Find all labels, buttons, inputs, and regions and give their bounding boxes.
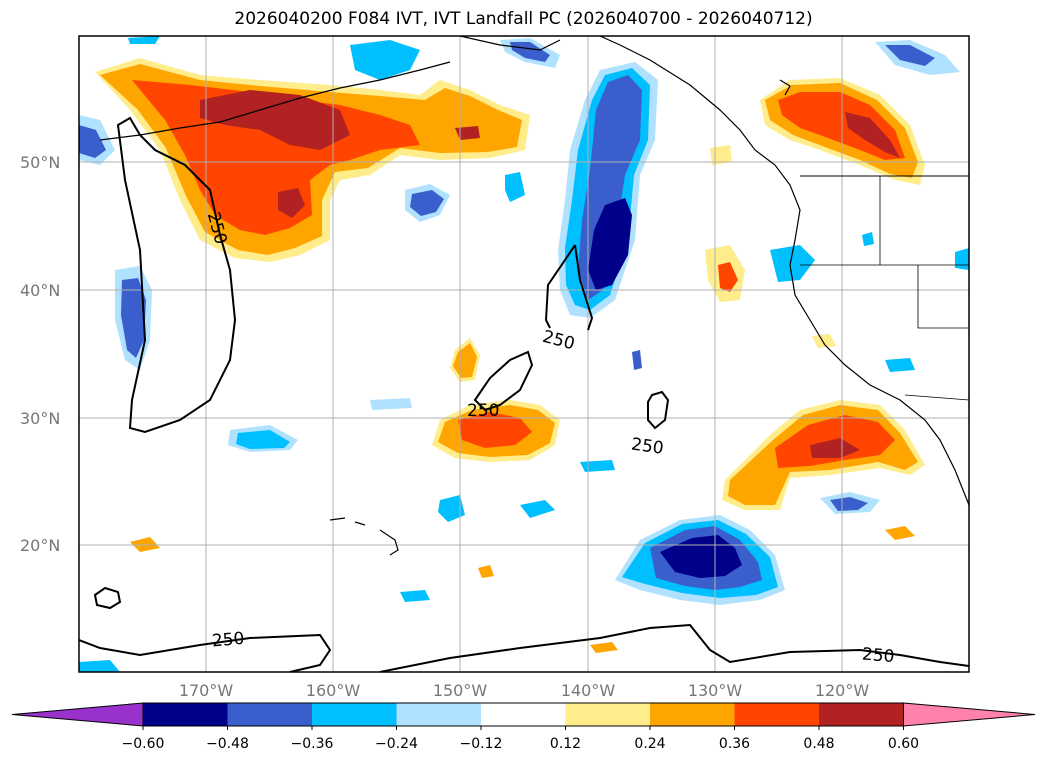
colorbar-tick-label: −0.24 xyxy=(375,736,418,752)
contour-center-north xyxy=(544,244,594,331)
north-america-coast xyxy=(599,36,969,506)
colorbar-segment xyxy=(734,703,819,726)
colorbar-tick-label: 0.48 xyxy=(803,736,834,752)
colorbar-extend-max xyxy=(903,702,1036,727)
colorbar-tick-label: −0.48 xyxy=(206,736,249,752)
colorbar-segment xyxy=(650,703,735,726)
map-title: 2026040200 F084 IVT, IVT Landfall PC (20… xyxy=(234,9,813,29)
colorbar-segment xyxy=(565,703,650,726)
ivt-shading xyxy=(79,36,969,672)
colorbar: −0.60 −0.48 −0.36 −0.24 −0.12 0.12 0.24 0.36 0.4… xyxy=(11,702,1036,752)
colorbar-tick-label: 0.24 xyxy=(634,736,665,752)
coastlines xyxy=(99,36,969,556)
lat-label: 30°N xyxy=(20,409,60,428)
lon-label: 170°W xyxy=(179,681,234,700)
colorbar-segment xyxy=(143,703,228,726)
lon-labels: 170°W 160°W 150°W 140°W 130°W 120°W xyxy=(179,681,870,700)
alaska-coast xyxy=(459,36,561,51)
aleutian-islands xyxy=(99,61,451,141)
colorbar-segment xyxy=(396,703,481,726)
colorbar-segment xyxy=(227,703,312,726)
hawaii-islands xyxy=(329,517,399,556)
lon-label: 150°W xyxy=(433,681,488,700)
colorbar-tick-label: −0.60 xyxy=(122,736,165,752)
colorbar-segment xyxy=(819,703,904,726)
lon-label: 130°W xyxy=(688,681,743,700)
colorbar-tick-label: −0.12 xyxy=(460,736,503,752)
contour-south xyxy=(79,623,969,672)
lat-label: 50°N xyxy=(20,153,60,172)
colorbar-tick-label: −0.36 xyxy=(291,736,334,752)
lon-label: 120°W xyxy=(815,681,870,700)
lon-label: 160°W xyxy=(306,681,361,700)
lat-label: 20°N xyxy=(20,536,60,555)
contour-label: 250 xyxy=(630,434,665,458)
lat-labels: 50°N 40°N 30°N 20°N xyxy=(20,153,60,555)
contour-center xyxy=(473,350,534,412)
colorbar-segment xyxy=(312,703,397,726)
contour-label: 250 xyxy=(861,644,895,667)
lon-label: 140°W xyxy=(561,681,616,700)
ivt-250-contours xyxy=(79,116,969,672)
colorbar-tick-label: 0.36 xyxy=(719,736,750,752)
colorbar-tick-label: 0.60 xyxy=(888,736,919,752)
gridlines xyxy=(79,36,969,672)
colorbar-segment xyxy=(481,703,566,726)
contour-label: 250 xyxy=(467,401,499,421)
contour-small xyxy=(647,390,670,430)
lat-label: 40°N xyxy=(20,281,60,300)
map-frame xyxy=(78,35,970,673)
colorbar-outline xyxy=(142,702,904,727)
contour-blob xyxy=(93,586,122,610)
contour-west xyxy=(116,116,237,434)
colorbar-extend-min xyxy=(11,702,144,727)
contour-label: 250 xyxy=(211,629,245,652)
colorbar-tick-label: 0.12 xyxy=(550,736,581,752)
